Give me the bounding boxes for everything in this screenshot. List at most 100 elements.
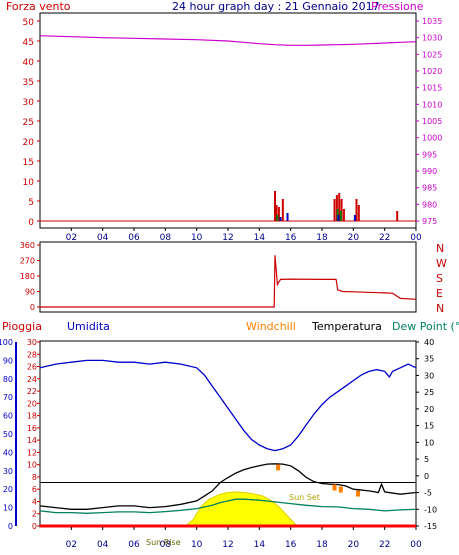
wind-bar-raffica	[276, 215, 279, 221]
hour-tick-label: 00	[410, 540, 422, 550]
hour-tick-label: 18	[316, 540, 328, 550]
hour-tick-label: 12	[222, 540, 233, 550]
hour-tick-label: 18	[316, 233, 328, 243]
sun-rise-label: Sun Rise	[146, 538, 181, 547]
legend-umidita: Umidita	[67, 320, 110, 333]
wind-tick-label: 20	[23, 138, 35, 148]
temp-tick-label: 20	[424, 405, 434, 414]
pressure-tick-label: 1015	[422, 84, 442, 93]
wind-axis-label: Forza vento	[6, 0, 71, 13]
wind-tick-label: 25	[23, 118, 34, 128]
temp-tick-label: -5	[424, 489, 432, 498]
wind-bar-forza-vento	[338, 193, 341, 221]
hour-tick-label: 10	[191, 540, 203, 550]
direction-tick-label: 0	[30, 303, 35, 312]
wind-direction-plot-area	[39, 241, 417, 313]
pressure-tick-label: 985	[422, 184, 437, 193]
temp-tick-label: 30	[424, 371, 434, 380]
pioggia-tick-label: 0	[32, 522, 37, 531]
hour-tick-label: 08	[160, 540, 172, 550]
hour-tick-label: 04	[97, 233, 109, 243]
pioggia-tick-label: 18	[27, 412, 37, 421]
chart-title: 24 hour graph day : 21 Gennaio 2017	[172, 0, 380, 13]
wind-tick-label: 15	[23, 158, 34, 168]
pioggia-tick-label: 10	[27, 461, 37, 470]
hour-tick-label: 04	[97, 540, 109, 550]
wind-tick-label: 5	[28, 198, 34, 208]
hour-tick-label: 14	[254, 233, 266, 243]
compass-label: N	[436, 302, 444, 315]
temp-tick-label: -15	[424, 522, 437, 531]
pressure-axis-label: Pressione	[371, 0, 424, 13]
hour-tick-label: 22	[379, 233, 390, 243]
pioggia-tick-label: 14	[27, 436, 37, 445]
legend-temperatura: Temperatura	[311, 320, 382, 333]
direction-tick-label: 90	[25, 288, 35, 297]
wind-bar-vento-medio	[337, 215, 340, 221]
windchill-point	[276, 464, 281, 471]
umidita-tick-label: 30	[3, 467, 13, 476]
legend-pioggia: Pioggia	[2, 320, 42, 333]
pioggia-tick-label: 8	[32, 473, 37, 482]
direction-tick-label: 180	[20, 272, 35, 281]
hour-tick-label: 06	[128, 233, 140, 243]
wind-bar-forza-vento	[333, 199, 336, 221]
hour-tick-label: 16	[285, 233, 297, 243]
windchill-point	[356, 490, 361, 497]
hour-tick-label: 00	[410, 233, 422, 243]
hour-tick-label: 10	[191, 233, 203, 243]
umidita-tick-label: 60	[3, 412, 13, 421]
wind-tick-label: 50	[23, 18, 35, 28]
pioggia-tick-label: 30	[27, 338, 37, 347]
direction-tick-label: 270	[20, 257, 35, 266]
compass-label: W	[436, 257, 447, 270]
windchill-point	[338, 486, 343, 493]
pioggia-tick-label: 22	[27, 387, 37, 396]
direction-tick-label: 360	[20, 241, 35, 250]
series-dew-point-c	[39, 498, 417, 514]
wind-bar-forza-vento	[342, 209, 345, 221]
pressure-tick-label: 990	[422, 167, 437, 176]
hour-tick-label: 14	[254, 540, 266, 550]
umidita-tick-label: 20	[3, 485, 13, 494]
wind-bar-vento-medio	[279, 217, 282, 221]
umidita-tick-label: 10	[3, 504, 13, 513]
pressure-tick-label: 1010	[422, 100, 442, 109]
compass-label: S	[436, 272, 443, 285]
temp-tick-label: 40	[424, 338, 434, 347]
wind-bar-forza-vento	[274, 191, 276, 221]
wind-tick-label: 10	[23, 178, 35, 188]
umidita-tick-label: 70	[3, 393, 13, 402]
pressure-tick-label: 1035	[422, 17, 442, 26]
pioggia-tick-label: 2	[32, 510, 37, 519]
wind-bar-vento-medio	[286, 213, 289, 221]
hour-tick-label: 20	[348, 233, 360, 243]
wind-bar-forza-vento	[357, 205, 360, 221]
temp-tick-label: 5	[424, 455, 429, 464]
temp-tick-label: 35	[424, 355, 434, 364]
pressure-tick-label: 1020	[422, 67, 442, 76]
pressure-tick-label: 995	[422, 150, 437, 159]
wind-tick-label: 40	[23, 58, 35, 68]
wind-tick-label: 0	[28, 218, 34, 228]
pioggia-tick-label: 20	[27, 399, 37, 408]
umidita-tick-label: 50	[3, 430, 13, 439]
pioggia-tick-label: 28	[27, 350, 37, 359]
pioggia-tick-label: 6	[32, 485, 37, 494]
pressure-tick-label: 1030	[422, 34, 442, 43]
temp-tick-label: -10	[424, 505, 437, 514]
hour-tick-label: 12	[222, 233, 233, 243]
wind-pressure-plot-area	[39, 12, 417, 229]
compass-label: N	[436, 242, 444, 255]
umidita-tick-label: 100	[0, 338, 13, 347]
series-direzione	[40, 255, 417, 308]
hour-tick-label: 06	[128, 540, 140, 550]
pressure-tick-label: 1005	[422, 117, 442, 126]
wind-bar-forza-vento	[340, 199, 343, 221]
legend-windchill: Windchill	[246, 320, 296, 333]
hour-tick-label: 02	[66, 540, 77, 550]
wind-tick-label: 45	[23, 38, 34, 48]
wind-bar-raffica	[339, 211, 342, 221]
